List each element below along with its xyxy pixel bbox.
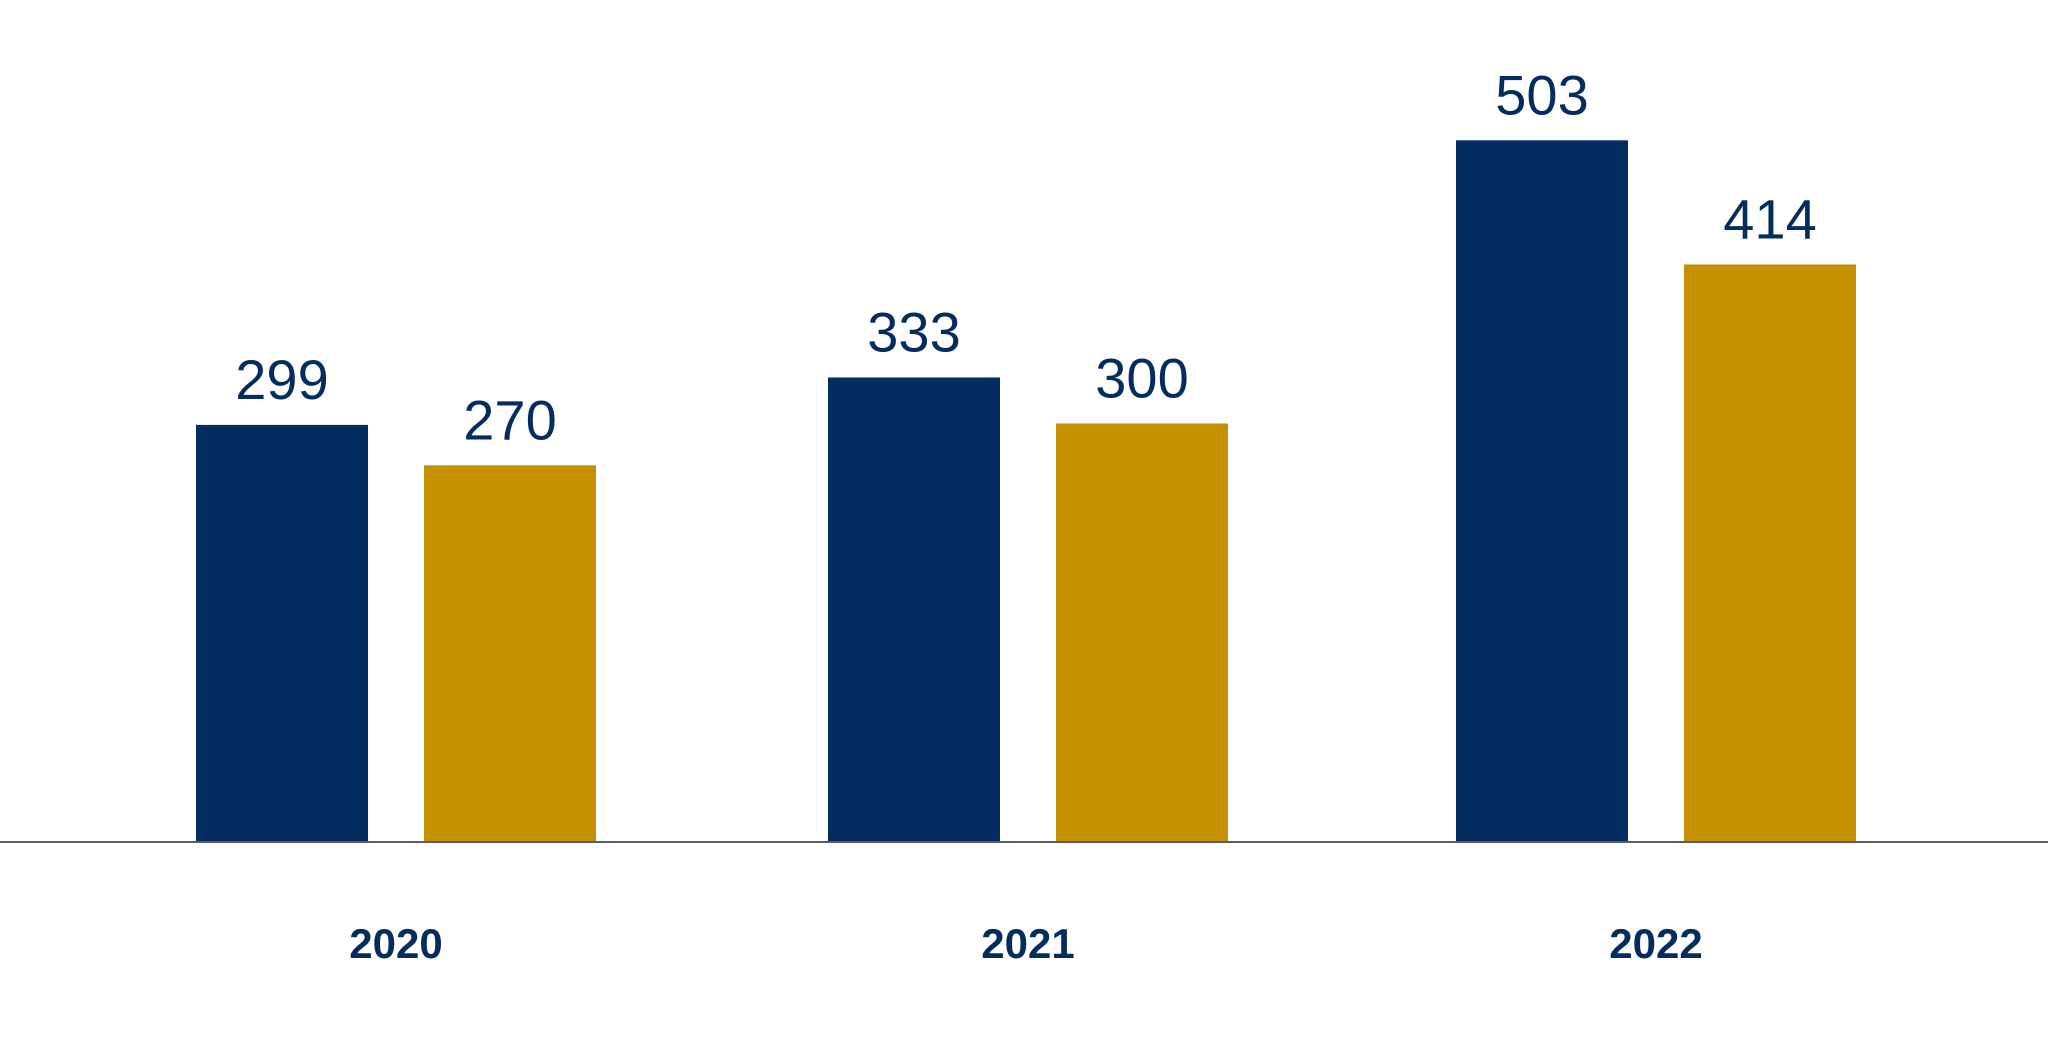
category-label-2022: 2022 [1609,920,1702,967]
bar-2022-series-2 [1684,264,1856,843]
value-label-2020-series-1: 299 [235,348,328,411]
bar-2020-series-1 [196,424,368,842]
value-label-2022-series-2: 414 [1723,187,1816,250]
value-label-2021-series-2: 300 [1095,347,1188,410]
bar-2022-series-1 [1456,140,1628,842]
value-label-2020-series-2: 270 [463,388,556,451]
bars-layer [196,140,1856,843]
bar-2021-series-1 [828,377,1000,842]
value-labels-layer: 299 270 333 300 503 414 [235,63,1816,451]
value-label-2022-series-1: 503 [1495,63,1588,126]
value-label-2021-series-1: 333 [867,300,960,363]
bar-2020-series-2 [424,465,596,842]
category-label-2020: 2020 [349,920,442,967]
category-label-2021: 2021 [981,920,1074,967]
category-labels-layer: 2020 2021 2022 [349,920,1702,967]
bar-2021-series-2 [1056,423,1228,842]
